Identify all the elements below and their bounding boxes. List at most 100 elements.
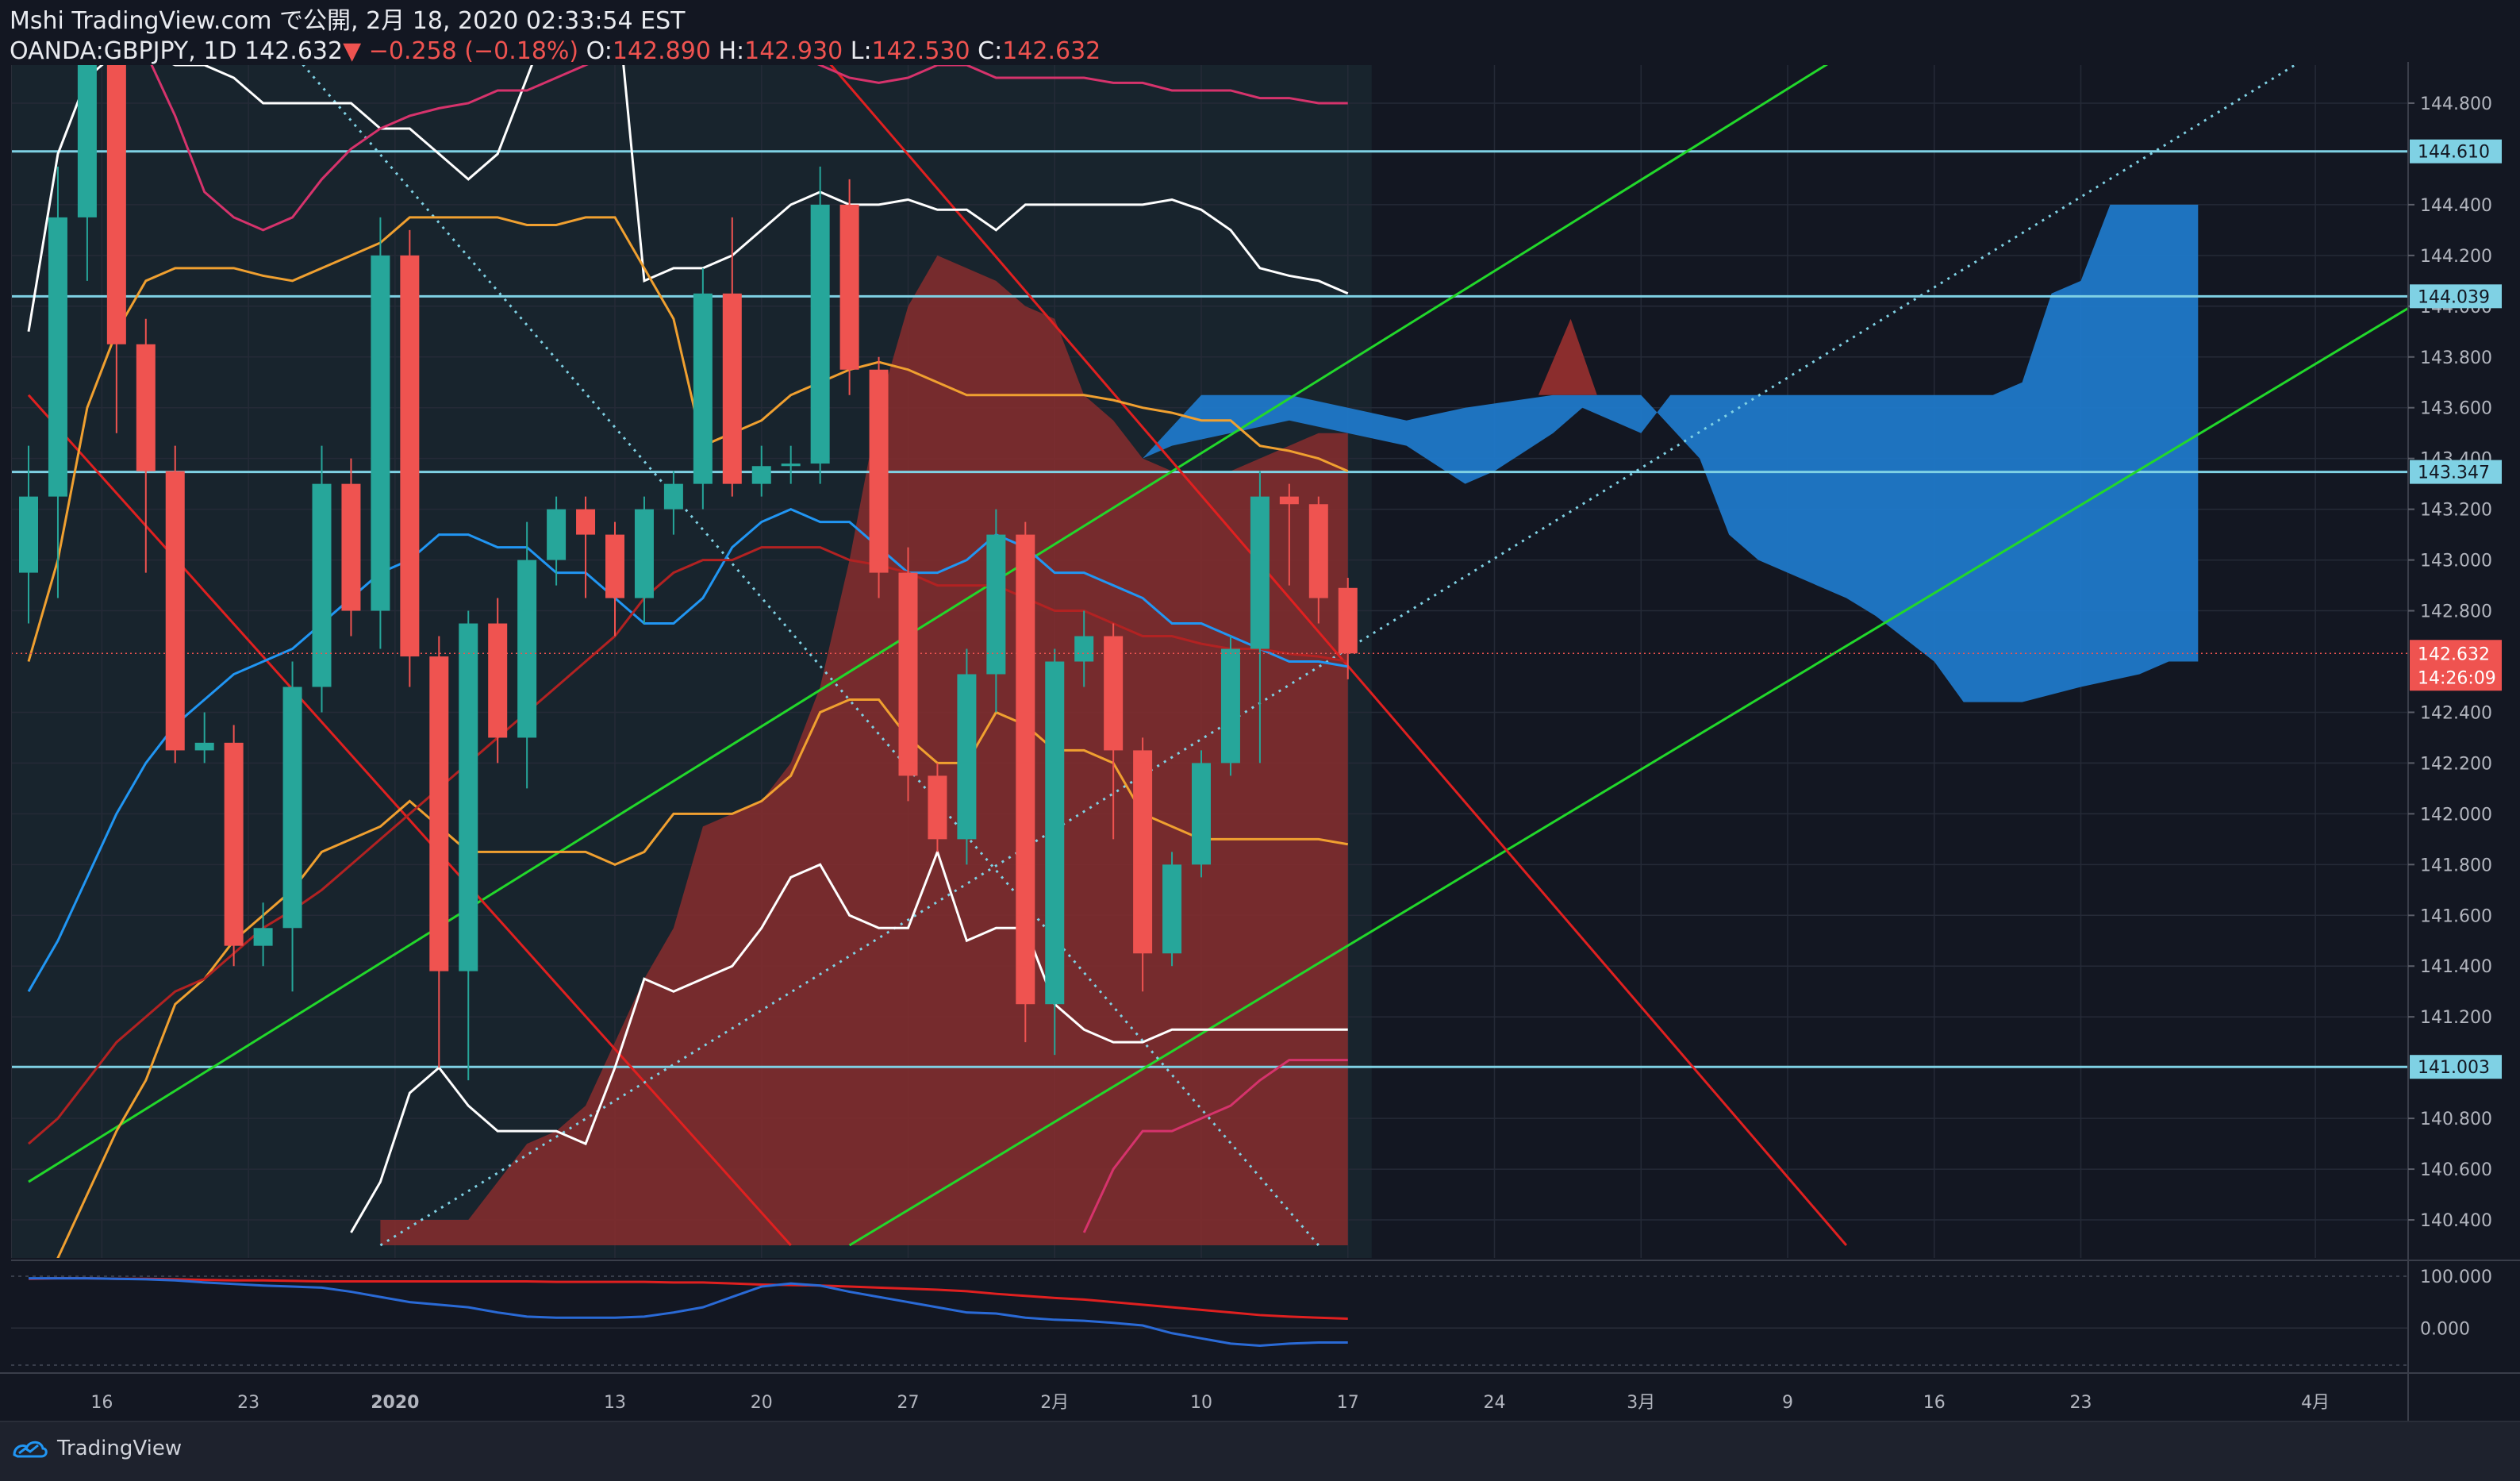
level-label-box [2410,139,2502,163]
candle[interactable] [77,0,97,281]
candle-body [1045,661,1065,1005]
candle-body [1220,648,1240,764]
chart[interactable]: 144.800144.400144.200144.000143.800143.6… [0,0,2520,1421]
candle[interactable] [781,445,801,484]
trendline[interactable] [820,52,1848,1246]
candle[interactable] [282,661,302,992]
candle[interactable] [1338,577,1358,679]
candle-body [194,742,214,751]
candle[interactable] [48,166,67,598]
price-tick-label: 141.600 [2420,906,2492,926]
candle-body [928,775,947,840]
open-value: 142.890 [612,37,711,65]
osc-tick-label: 0.000 [2420,1319,2470,1339]
time-axis[interactable]: 16 23 2020 13 20 27 2月 10 17 24 3月 9 16 23 4月 [0,1372,2520,1413]
trendline[interactable] [27,394,792,1247]
candle[interactable] [1308,496,1328,624]
ichimoku-cloud-twist [1538,318,1597,395]
candle[interactable] [517,521,537,789]
candle[interactable] [224,725,244,967]
open-label: O: [578,37,613,65]
last-price-label: 142.632 [2418,644,2490,664]
time-tick-label: 27 [897,1393,920,1413]
trendline[interactable] [293,52,1320,1246]
candle[interactable] [1279,483,1299,586]
symbol-and-price: OANDA:GBPJPY, 1D 142.632 [10,37,344,65]
candle-body [751,466,771,484]
low-label: L: [843,37,872,65]
time-tick-label: 16 [90,1393,113,1413]
candle[interactable] [253,902,273,967]
candle[interactable] [459,610,478,1081]
candle-body [224,742,244,946]
price-tick-label: 142.000 [2420,805,2492,825]
price-tick-label: 140.400 [2420,1211,2492,1231]
candle-body [253,928,273,946]
candle[interactable] [663,471,683,535]
candle[interactable] [341,458,361,637]
candle[interactable] [1133,737,1153,992]
candle[interactable] [1074,610,1094,687]
candle[interactable] [839,179,859,395]
candle-body [547,509,567,560]
candle-body [371,255,390,611]
candle[interactable] [165,445,185,764]
candle-body [663,483,683,510]
candle[interactable] [19,445,38,624]
candle-body [722,293,742,484]
candle[interactable] [1192,750,1211,878]
level-label-box [2410,284,2502,309]
oscillator-pane[interactable] [11,1275,2408,1366]
candle-body [312,483,332,687]
candle[interactable] [898,547,918,802]
main-price-pane[interactable] [11,0,2433,1371]
candle[interactable] [488,598,508,764]
candle[interactable] [400,229,420,687]
candle[interactable] [693,267,713,510]
candle[interactable] [869,356,889,598]
price-tick-label: 140.800 [2420,1110,2492,1129]
candle[interactable] [634,496,654,624]
candle[interactable] [1016,521,1035,1043]
candle[interactable] [1250,471,1270,764]
trendline[interactable] [28,52,1846,1183]
candle[interactable] [194,712,214,764]
candle-body [634,509,654,598]
tradingview-brand[interactable]: TradingView [11,1437,182,1460]
candle[interactable] [751,445,771,497]
candle[interactable] [1045,648,1065,1056]
indicator-line [56,698,1349,1258]
candle[interactable] [1220,636,1240,776]
candle-body [693,293,713,484]
candle[interactable] [957,648,977,865]
candle[interactable] [312,445,332,713]
candle[interactable] [1104,623,1124,840]
candle[interactable] [136,318,156,573]
candle[interactable] [576,496,596,598]
price-change: ▼ −0.258 (−0.18%) [343,37,579,65]
ichimoku-cloud-bullish [1143,204,2199,702]
level-label: 144.610 [2418,143,2490,163]
candle-body [106,65,126,344]
candle[interactable] [429,636,449,1068]
candle[interactable] [371,217,390,649]
indicator-line [27,507,1349,992]
indicator-line [1082,1059,1348,1233]
candle[interactable] [605,521,624,637]
candle[interactable] [810,166,830,484]
trendline[interactable] [848,294,2433,1247]
candle[interactable] [106,2,126,433]
price-tick-label: 141.400 [2420,957,2492,977]
price-tick-label: 142.200 [2420,754,2492,774]
candle[interactable] [986,509,1006,713]
candle[interactable] [1162,852,1182,967]
osc-tick-label: 100.000 [2420,1268,2492,1287]
oscillator-line [29,1277,1348,1347]
candle[interactable] [547,496,567,586]
price-tick-label: 140.600 [2420,1160,2492,1180]
level-label-box [2410,1055,2502,1079]
candle-body [77,65,97,217]
price-axis[interactable]: 144.800144.400144.200144.000143.800143.6… [2407,62,2502,1421]
candle[interactable] [928,763,947,852]
candle[interactable] [722,217,742,497]
